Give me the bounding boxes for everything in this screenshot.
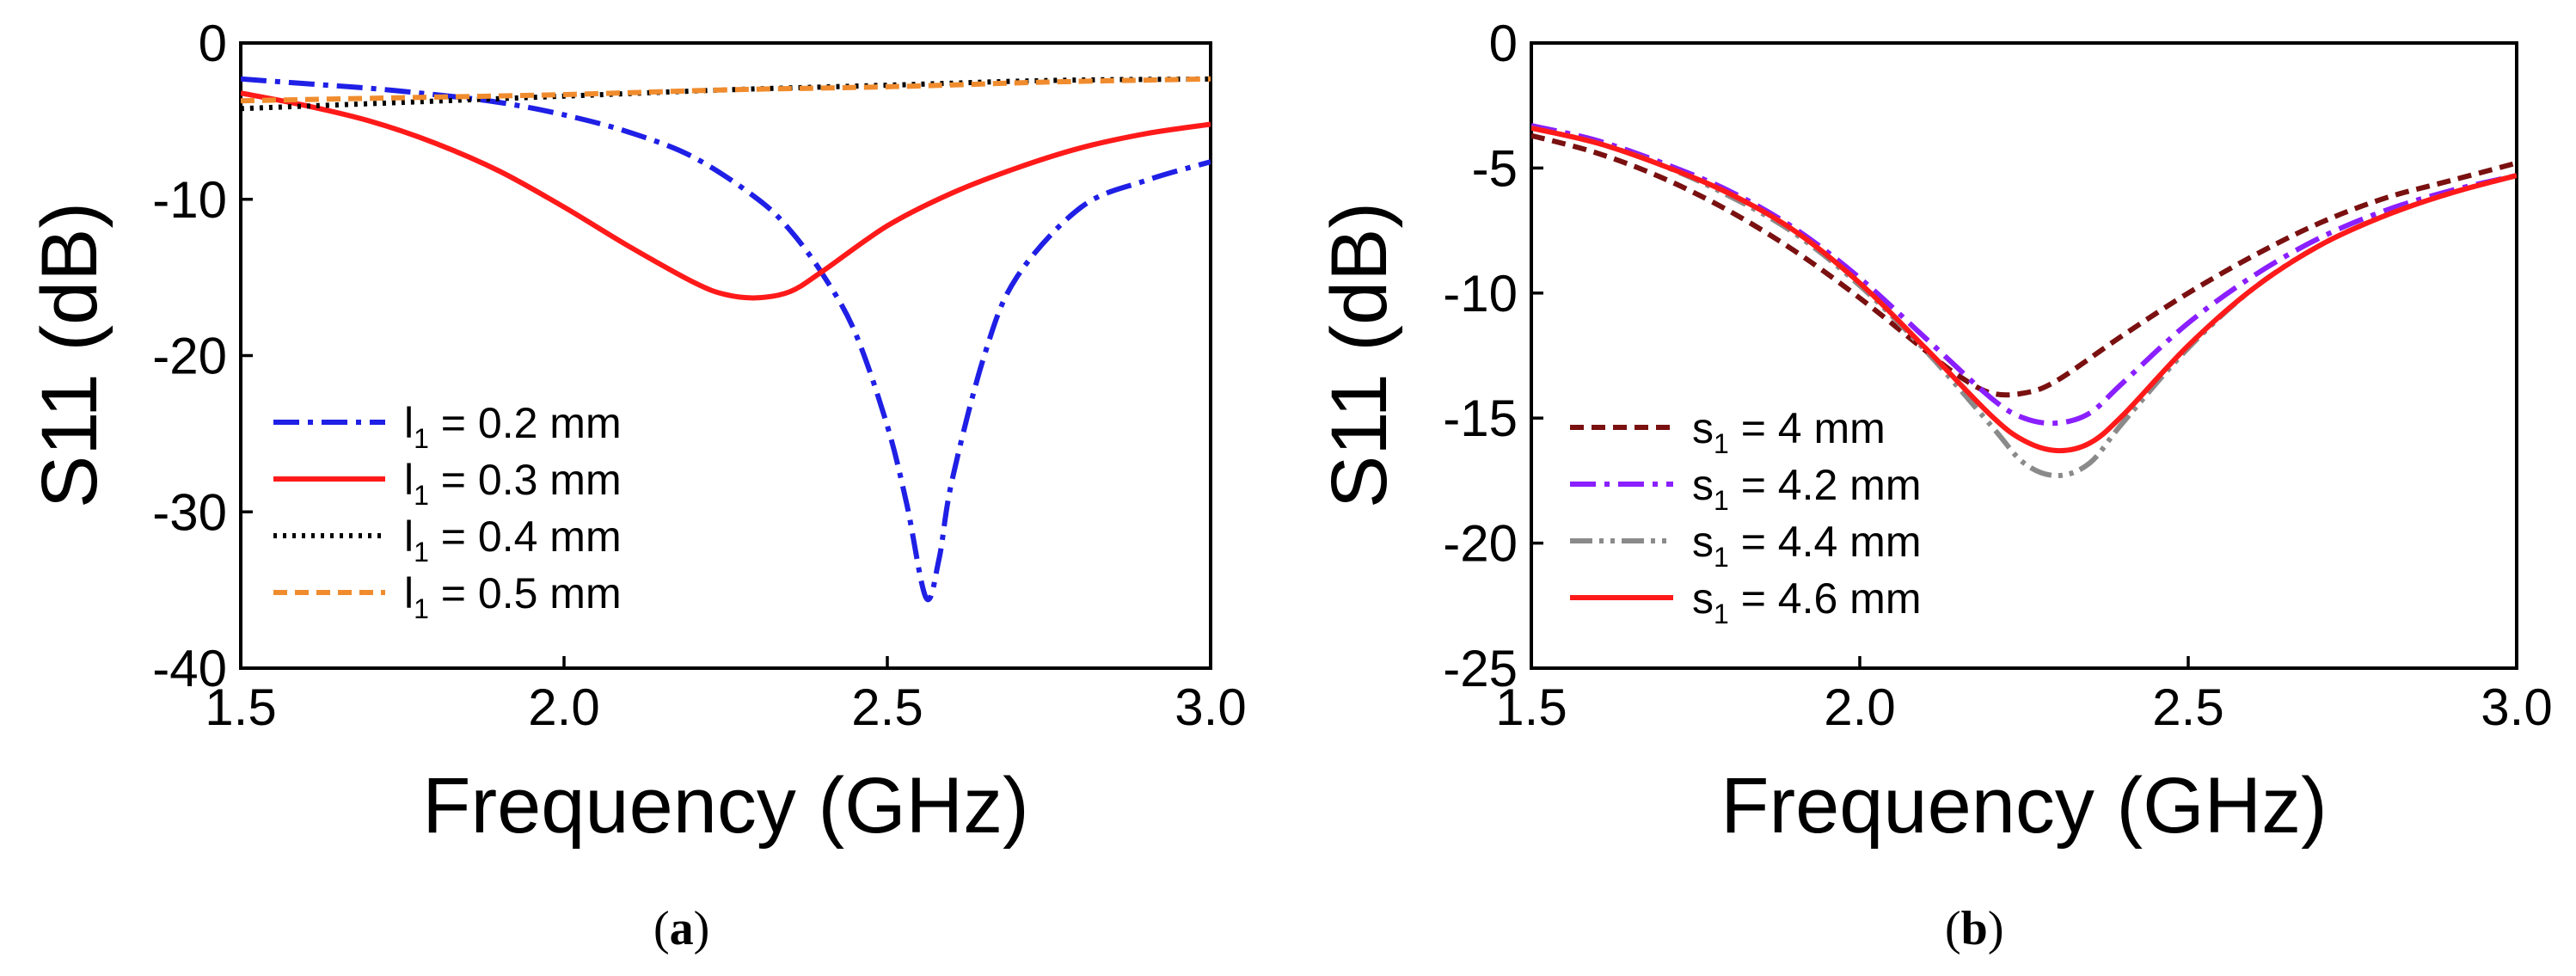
plot-area-b (1530, 41, 2518, 670)
y-tick-label: -25 (1443, 640, 1518, 697)
legend-label-subscript: 1 (1714, 428, 1729, 459)
legend-label-rest: = 0.2 mm (429, 399, 622, 447)
x-axis-label-b: Frequency (GHz) (1720, 762, 2328, 850)
legend-label-2: s1 = 4.2 mm (1692, 461, 1921, 516)
series-line-1 (1531, 132, 2517, 398)
axis-ticks-b: 1.5 2.0 2.5 3.0 0 -5 -10 -15 -20 -25 (1443, 15, 2552, 736)
legend-label-main: s (1692, 574, 1714, 623)
x-tick-label: 3.0 (2481, 678, 2552, 736)
legend-label-rest: = 4.4 mm (1729, 518, 1922, 566)
chart-panel-b: 1.5 2.0 2.5 3.00-5-10-15-20-25 s1 = 4 mms1 … (1316, 15, 2553, 955)
series-line-4 (1531, 125, 2517, 454)
series-line-3 (1531, 125, 2517, 479)
plot-area-a (239, 41, 1212, 670)
legend-label-4: l1 = 0.5 mm (404, 569, 622, 624)
caption-letter-b: b (1961, 902, 1988, 955)
x-tick-label: 2.0 (528, 678, 599, 736)
legend-label-1: s1 = 4 mm (1692, 404, 1886, 459)
legend-label-subscript: 1 (414, 423, 429, 454)
legend-label-3: s1 = 4.4 mm (1692, 518, 1921, 573)
series-line-2 (241, 90, 1211, 301)
legend-label-rest: = 0.4 mm (429, 513, 622, 561)
legend-label-main: s (1692, 518, 1714, 566)
y-tick-label: -5 (1472, 139, 1518, 197)
caption-a: (a) (653, 902, 709, 955)
y-tick-label: -40 (152, 640, 227, 697)
legend-label-subscript: 1 (1714, 542, 1729, 573)
y-axis-label-b: S11 (dB) (1316, 202, 1403, 508)
y-tick-label: -20 (1443, 515, 1518, 573)
axis-ticks-a: 1.5 2.0 2.5 3.0 0 -10 -20 -30 -40 (152, 15, 1246, 736)
series-lines-b (1531, 123, 2517, 479)
legend-label-1: l1 = 0.2 mm (404, 399, 622, 454)
x-tick-label: 2.0 (1824, 678, 1895, 736)
legend-label-main: l (404, 513, 414, 561)
legend-label-3: l1 = 0.4 mm (404, 513, 622, 568)
legend-label-main: l (404, 569, 414, 617)
y-tick-label: -10 (152, 171, 227, 229)
legend-label-main: s (1692, 404, 1714, 452)
x-tick-label: 1.5 (1495, 678, 1567, 736)
y-axis-label-a: S11 (dB) (26, 202, 113, 508)
legend-label-rest: = 4.2 mm (1729, 461, 1922, 509)
series-line-4 (241, 76, 1211, 104)
legend-label-subscript: 1 (1714, 485, 1729, 516)
x-tick-label: 2.5 (851, 678, 923, 736)
legend-label-rest: = 4 mm (1729, 404, 1886, 452)
caption-letter-a: a (670, 902, 694, 955)
legend-label-subscript: 1 (414, 537, 429, 568)
y-tick-label: 0 (1489, 15, 1518, 72)
x-axis-label-a: Frequency (GHz) (422, 762, 1029, 850)
caption-b: (b) (1945, 902, 2003, 955)
legend-label-4: s1 = 4.6 mm (1692, 574, 1921, 629)
y-tick-label: 0 (199, 15, 227, 72)
x-tick-label: 3.0 (1175, 678, 1246, 736)
legend-label-main: s (1692, 461, 1714, 509)
legend-label-subscript: 1 (414, 593, 429, 624)
y-tick-label: -30 (152, 483, 227, 541)
y-tick-label: -20 (152, 328, 227, 385)
series-line-1 (241, 76, 1211, 603)
legend-label-subscript: 1 (1714, 598, 1729, 629)
x-tick-label: 2.5 (2152, 678, 2223, 736)
chart-panel-a: 1.5 2.0 2.5 3.00-10-20-30-40 l1 = 0.2 mml1 … (26, 15, 1247, 955)
legend-label-rest: = 0.5 mm (429, 569, 622, 617)
y-tick-label: -15 (1443, 390, 1518, 447)
legend-label-rest: = 0.3 mm (429, 456, 622, 504)
legend-label-rest: = 4.6 mm (1729, 574, 1922, 623)
series-lines-a (241, 76, 1211, 603)
legend-label-main: l (404, 456, 414, 504)
legend-label-subscript: 1 (414, 480, 429, 511)
x-tick-label: 1.5 (205, 678, 276, 736)
legend-label-main: l (404, 399, 414, 447)
y-tick-label: -10 (1443, 265, 1518, 322)
legend-label-2: l1 = 0.3 mm (404, 456, 622, 511)
